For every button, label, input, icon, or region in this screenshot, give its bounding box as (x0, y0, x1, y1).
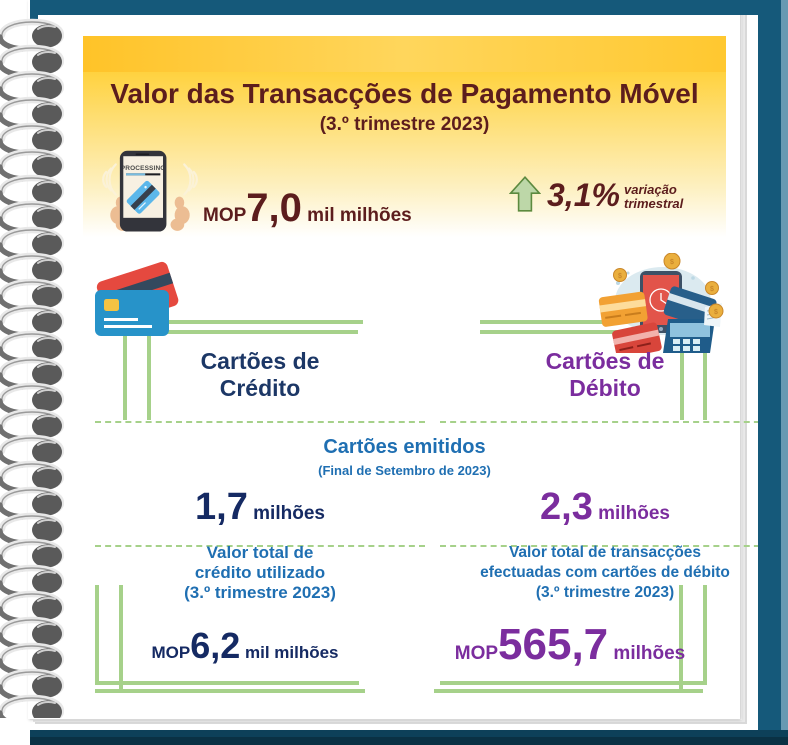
svg-text:$: $ (618, 273, 622, 280)
svg-text:$: $ (670, 259, 674, 266)
svg-text:$: $ (710, 286, 714, 293)
svg-text:PROCESSING: PROCESSING (121, 165, 166, 172)
svg-text:$: $ (714, 309, 718, 316)
